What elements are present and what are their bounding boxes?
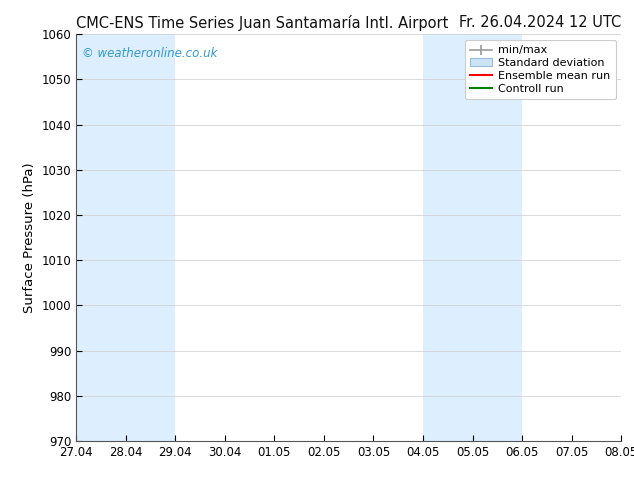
Text: CMC-ENS Time Series Juan Santamaría Intl. Airport: CMC-ENS Time Series Juan Santamaría Intl… [76, 15, 448, 31]
Bar [621, 34, 634, 441]
Y-axis label: Surface Pressure (hPa): Surface Pressure (hPa) [23, 162, 36, 313]
Legend: min/max, Standard deviation, Ensemble mean run, Controll run: min/max, Standard deviation, Ensemble me… [465, 40, 616, 99]
Text: Fr. 26.04.2024 12 UTC: Fr. 26.04.2024 12 UTC [459, 15, 621, 30]
Bar [76, 34, 175, 441]
Bar [423, 34, 522, 441]
Text: © weatheronline.co.uk: © weatheronline.co.uk [82, 47, 217, 59]
